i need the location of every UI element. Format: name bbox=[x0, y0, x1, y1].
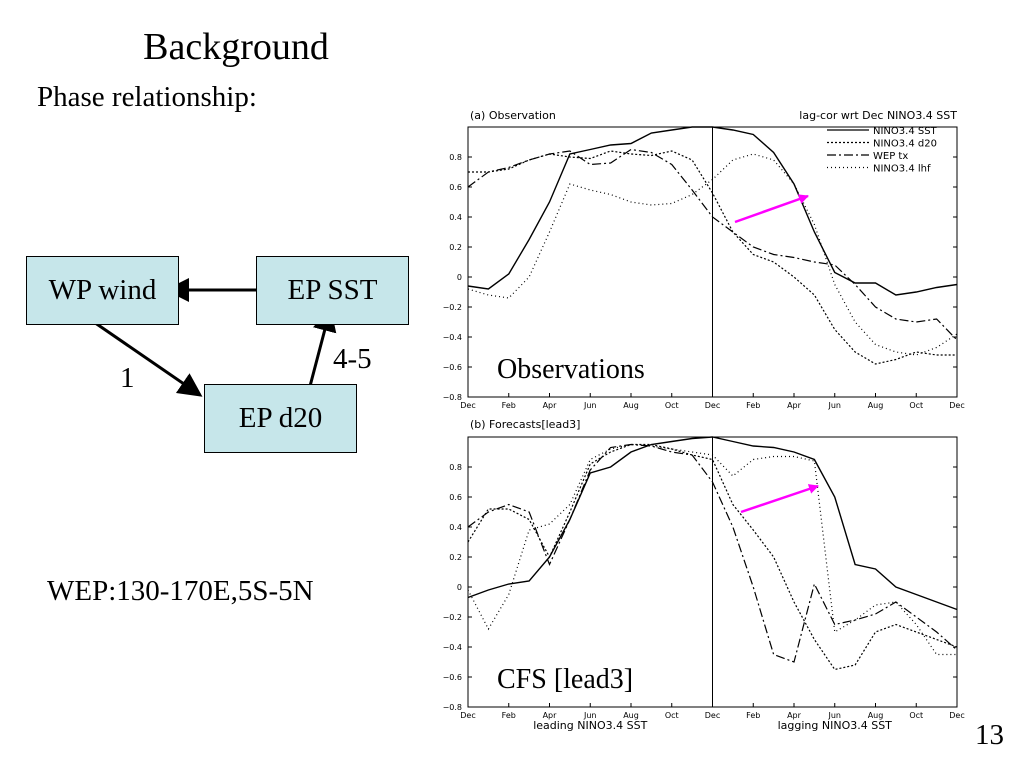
x-tick-label: Feb bbox=[502, 401, 516, 410]
panel-annotation: Observations bbox=[497, 354, 645, 385]
y-tick-label: −0.2 bbox=[443, 303, 462, 312]
wp-wind-box: WP wind bbox=[26, 256, 179, 325]
series-line-1 bbox=[467, 443, 958, 671]
x-tick-label: Oct bbox=[909, 711, 923, 720]
x-tick-label: Jun bbox=[828, 711, 842, 720]
x-tick-label: Apr bbox=[787, 401, 802, 410]
lag-shift-arrow bbox=[734, 194, 809, 224]
x-tick-label: Dec bbox=[705, 401, 720, 410]
ep-sst-box: EP SST bbox=[256, 256, 409, 325]
arrow-label-lag-1: 1 bbox=[120, 362, 135, 394]
x-tick-label: Dec bbox=[949, 711, 964, 720]
xlabel-lagging: lagging NINO3.4 SST bbox=[778, 719, 893, 732]
series-line-2 bbox=[467, 443, 958, 663]
x-tick-label: Oct bbox=[909, 401, 923, 410]
x-tick-label: Feb bbox=[746, 711, 760, 720]
panel-annotation: CFS [lead3] bbox=[497, 664, 633, 695]
xlabel-leading: leading NINO3.4 SST bbox=[533, 719, 647, 732]
y-tick-label: 0 bbox=[457, 273, 462, 282]
page-number: 13 bbox=[975, 719, 1004, 751]
y-tick-label: 0.8 bbox=[449, 153, 462, 162]
panel-label: (a) Observation bbox=[470, 109, 556, 122]
x-tick-label: Dec bbox=[949, 401, 964, 410]
x-tick-label: Oct bbox=[665, 401, 679, 410]
panel-header-right: lag-cor wrt Dec NINO3.4 SST bbox=[799, 109, 957, 122]
legend-entry: NINO3.4 d20 bbox=[873, 139, 937, 150]
x-tick-label: Feb bbox=[746, 401, 760, 410]
y-tick-label: −0.6 bbox=[443, 363, 462, 372]
y-tick-label: 0.4 bbox=[449, 213, 462, 222]
chart-panel-1: −0.8 −0.6 −0.4 −0.2 0 0.2 0.4 0.6 0.8 Dec Feb Apr Ju… bbox=[443, 418, 965, 732]
y-tick-label: −0.6 bbox=[443, 673, 462, 682]
legend-entry: NINO3.4 lhf bbox=[873, 164, 931, 175]
series-line-2 bbox=[467, 148, 958, 341]
x-tick-label: Aug bbox=[868, 711, 884, 720]
x-tick-label: Jun bbox=[583, 711, 597, 720]
y-tick-label: 0.8 bbox=[449, 463, 462, 472]
series-line-3 bbox=[467, 153, 958, 356]
wep-region-definition: WEP:130-170E,5S-5N bbox=[47, 575, 314, 607]
panel-label: (b) Forecasts[lead3] bbox=[470, 418, 580, 431]
x-tick-label: Aug bbox=[623, 711, 639, 720]
arrow-wind-to-d20 bbox=[87, 316, 203, 397]
arrow-label-lag-4-5: 4-5 bbox=[333, 343, 372, 375]
slide-title: Background bbox=[143, 26, 329, 68]
series-line-0 bbox=[467, 126, 958, 296]
x-tick-label: Feb bbox=[502, 711, 516, 720]
x-tick-label: Apr bbox=[543, 711, 558, 720]
slide-subtitle: Phase relationship: bbox=[37, 81, 257, 113]
y-tick-label: 0.6 bbox=[449, 183, 462, 192]
x-tick-label: Dec bbox=[705, 711, 720, 720]
lag-correlation-charts: −0.8 −0.6 −0.4 −0.2 0 0.2 0.4 0.6 0.8 Dec Feb Apr Ju… bbox=[443, 109, 965, 732]
legend-entry: NINO3.4 SST bbox=[873, 126, 938, 137]
y-tick-label: −0.2 bbox=[443, 613, 462, 622]
y-tick-label: −0.4 bbox=[443, 643, 462, 652]
legend-entry: WEP tx bbox=[873, 151, 908, 162]
y-tick-label: 0.2 bbox=[449, 243, 462, 252]
y-tick-label: 0.2 bbox=[449, 553, 462, 562]
series-line-3 bbox=[467, 443, 957, 656]
x-tick-label: Apr bbox=[543, 401, 558, 410]
y-tick-label: 0 bbox=[457, 583, 462, 592]
chart-panel-0: −0.8 −0.6 −0.4 −0.2 0 0.2 0.4 0.6 0.8 Dec Feb Apr Ju… bbox=[443, 109, 965, 410]
x-tick-label: Aug bbox=[868, 401, 884, 410]
x-tick-label: Jun bbox=[583, 401, 597, 410]
y-tick-label: −0.8 bbox=[443, 703, 462, 712]
y-tick-label: −0.8 bbox=[443, 393, 462, 402]
y-tick-label: 0.6 bbox=[449, 493, 462, 502]
x-tick-label: Jun bbox=[828, 401, 842, 410]
lag-shift-arrow bbox=[740, 484, 819, 514]
x-tick-label: Dec bbox=[460, 711, 475, 720]
x-tick-label: Aug bbox=[623, 401, 639, 410]
x-tick-label: Oct bbox=[665, 711, 679, 720]
y-tick-label: 0.4 bbox=[449, 523, 462, 532]
y-tick-label: −0.4 bbox=[443, 333, 462, 342]
ep-d20-box: EP d20 bbox=[204, 384, 357, 453]
x-tick-label: Apr bbox=[787, 711, 802, 720]
x-tick-label: Dec bbox=[460, 401, 475, 410]
